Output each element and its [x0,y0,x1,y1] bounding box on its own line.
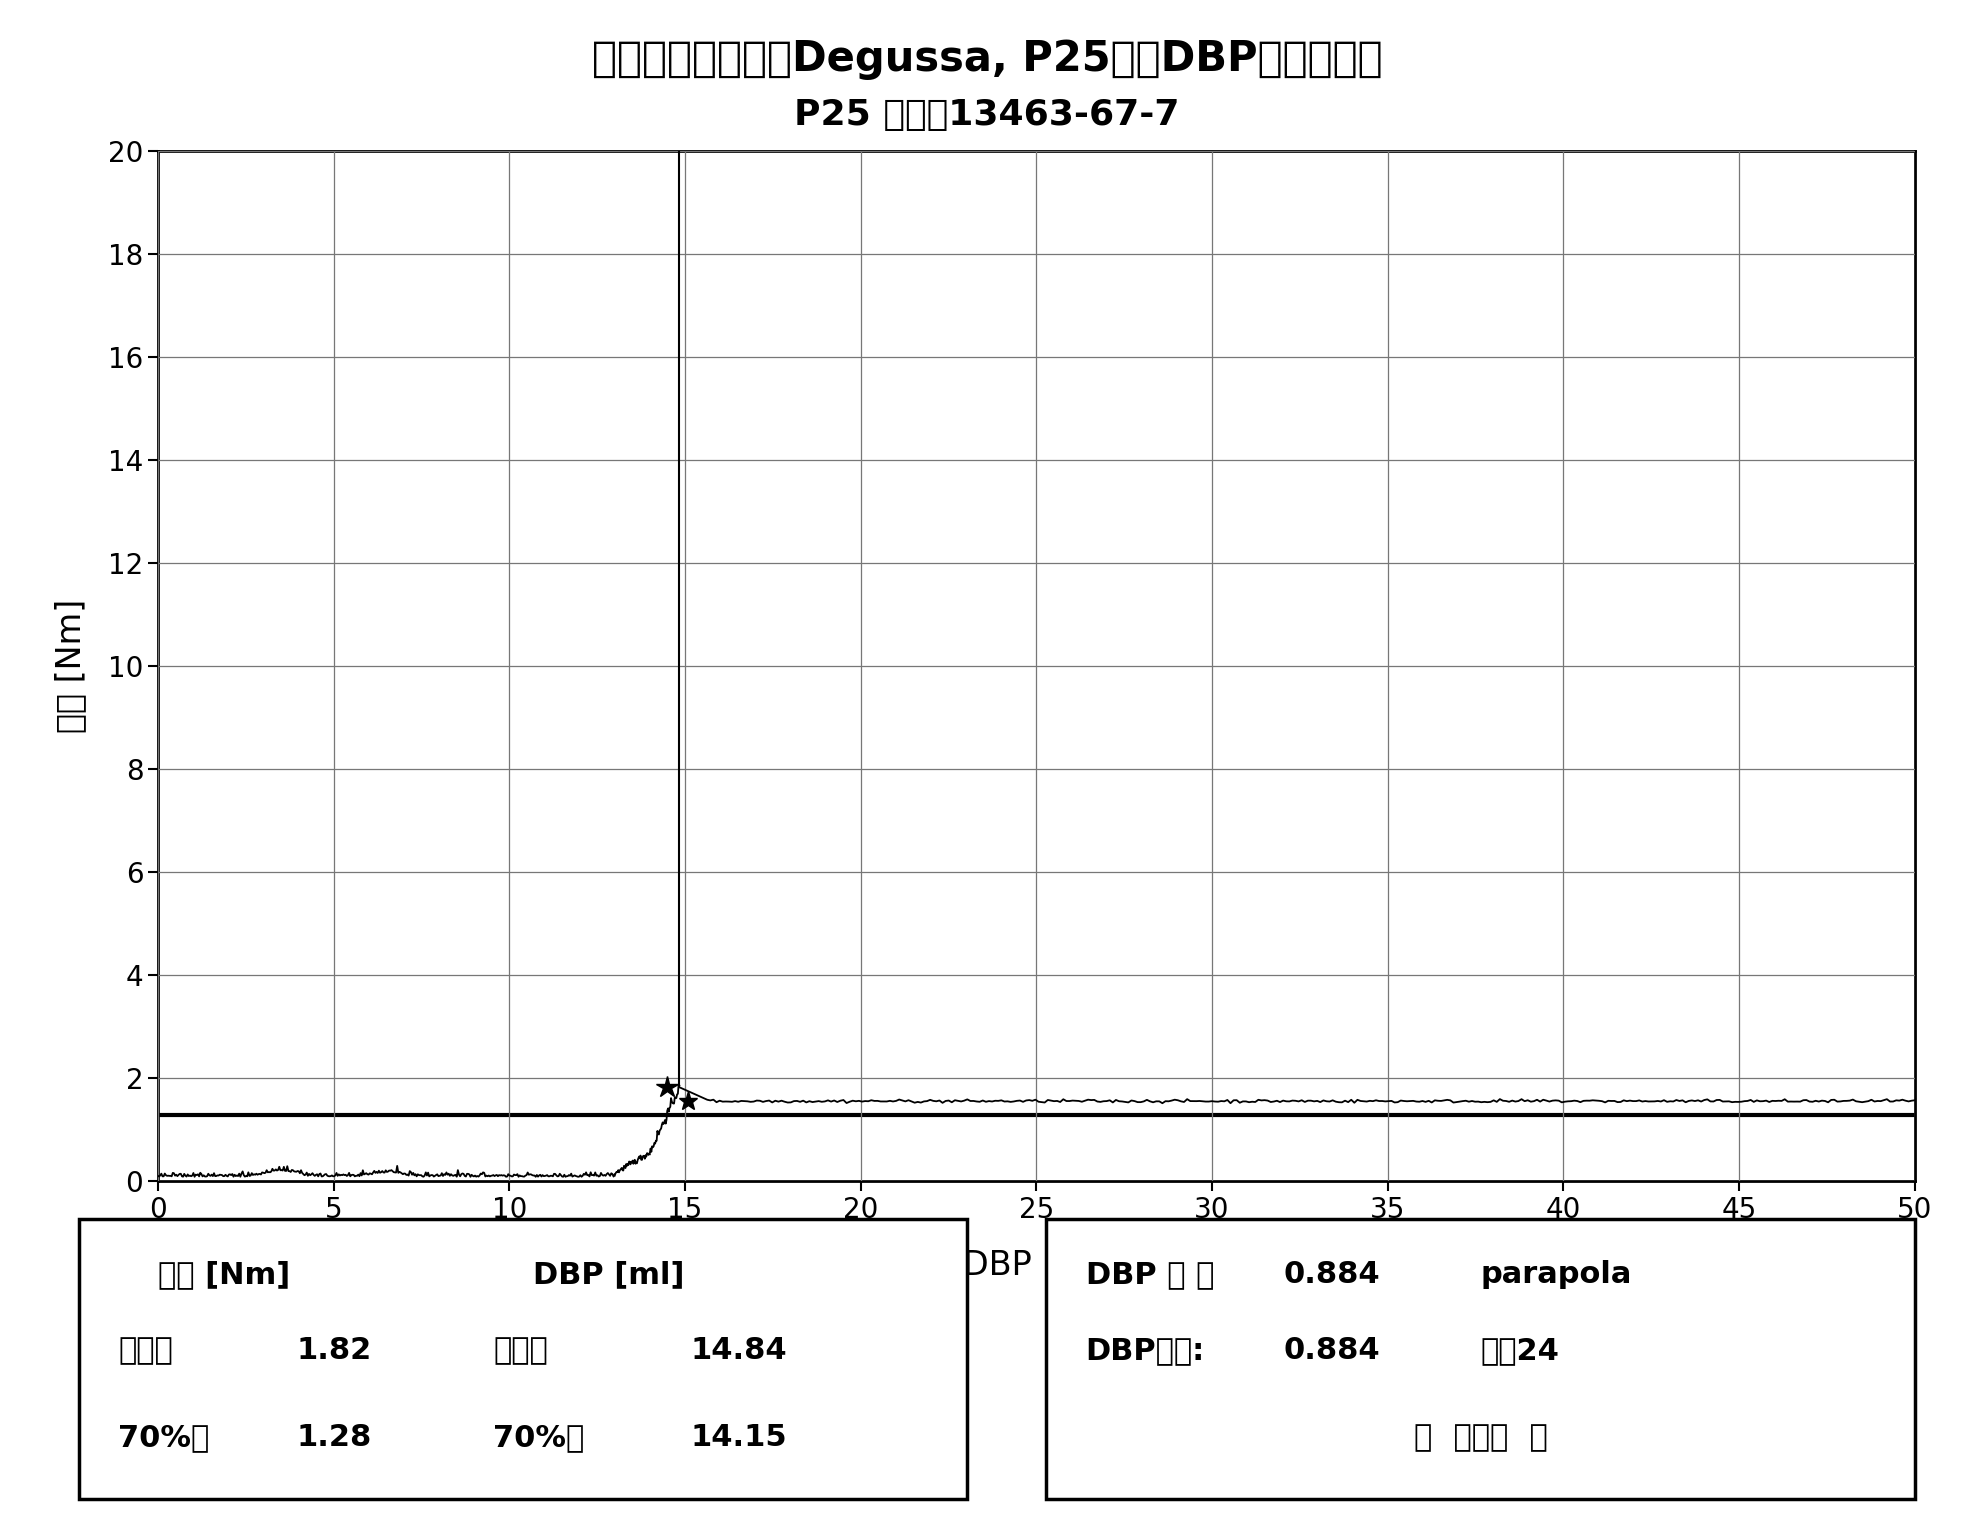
Text: 70%：: 70%： [118,1423,209,1452]
Text: 1.28: 1.28 [296,1423,371,1452]
Text: －  成功的  －: － 成功的 － [1413,1423,1547,1452]
Y-axis label: 扇矩 [Nm]: 扇矩 [Nm] [53,600,87,733]
Text: 70%：: 70%： [493,1423,584,1452]
Text: 14.84: 14.84 [691,1335,787,1366]
Text: 1.82: 1.82 [296,1335,371,1366]
Text: parapola: parapola [1480,1260,1632,1290]
Text: 扇矩 [Nm]: 扇矩 [Nm] [158,1260,290,1290]
Text: P25 批次：13463-67-7: P25 批次：13463-67-7 [793,98,1180,132]
Text: 0.884: 0.884 [1282,1335,1379,1366]
Text: 最大：: 最大： [493,1335,548,1366]
Text: 0.884: 0.884 [1282,1260,1379,1290]
Text: 点：24: 点：24 [1480,1335,1559,1366]
Text: 14.15: 14.15 [691,1423,787,1452]
Text: DBP 値 ：: DBP 値 ： [1085,1260,1213,1290]
Text: DBP关联:: DBP关联: [1085,1335,1204,1366]
Text: 热解法二氧化钓（Degussa, P25）的DBP的吸收曲线: 热解法二氧化钓（Degussa, P25）的DBP的吸收曲线 [592,38,1381,80]
Text: 最大：: 最大： [118,1335,174,1366]
X-axis label: DBP [ml]: DBP [ml] [963,1249,1109,1281]
Text: DBP [ml]: DBP [ml] [533,1260,685,1290]
